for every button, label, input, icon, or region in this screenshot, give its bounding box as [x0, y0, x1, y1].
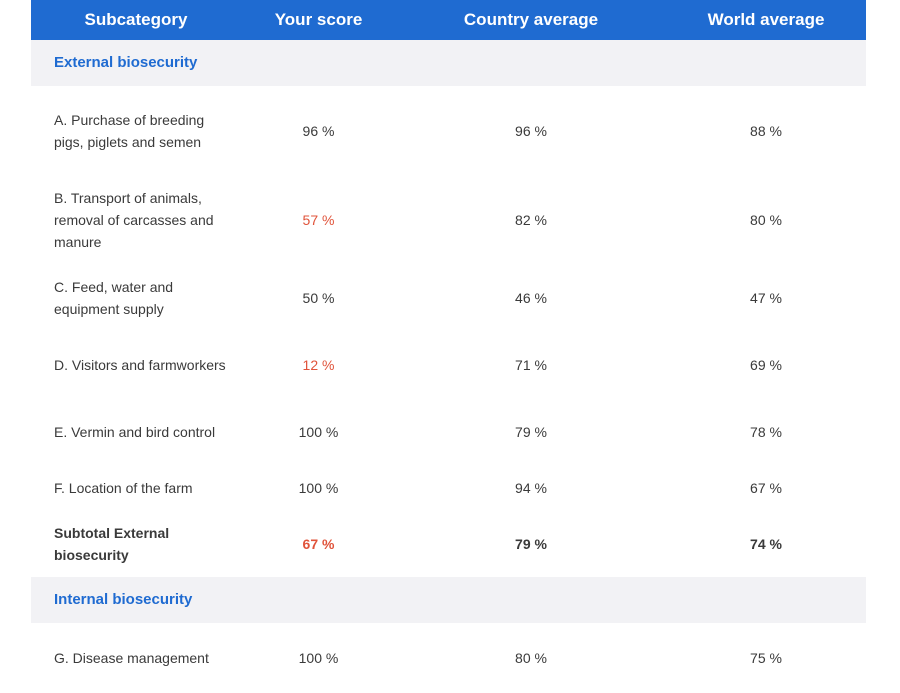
header-subcategory: Subcategory	[31, 0, 241, 40]
your-score-value: 12 %	[302, 356, 335, 373]
world-average-value: 67 %	[750, 480, 782, 496]
table-row: E. Vermin and bird control 100 % 79 % 78…	[31, 398, 866, 465]
your-score-value: 57 %	[302, 211, 335, 228]
header-world-average: World average	[666, 0, 866, 40]
world-average-value: 78 %	[750, 423, 782, 440]
subcategory-name: E. Vermin and bird control	[54, 423, 216, 440]
table-row: G. Disease management 100 % 80 % 75 %	[31, 623, 866, 693]
table-row: C. Feed, water and equipment supply 50 %…	[31, 264, 866, 331]
section-row-internal: Internal biosecurity	[31, 577, 866, 623]
subtotal-row: Subtotal External biosecurity 67 % 79 % …	[31, 511, 866, 577]
world-average-value: 75 %	[750, 650, 782, 666]
your-score-value: 96 %	[302, 122, 335, 139]
header-country-average: Country average	[396, 0, 666, 40]
subtotal-world-average: 74 %	[750, 536, 782, 552]
table-row: B. Transport of animals, removal of carc…	[31, 175, 866, 264]
subcategory-name: C. Feed, water and equipment supply	[54, 278, 174, 317]
table-header-row: Subcategory Your score Country average W…	[31, 0, 866, 40]
country-average-value: 80 %	[515, 650, 547, 666]
subcategory-name: B. Transport of animals, removal of carc…	[54, 189, 214, 250]
subcategory-name: G. Disease management	[54, 650, 209, 666]
world-average-value: 88 %	[750, 122, 782, 139]
world-average-value: 80 %	[750, 211, 782, 228]
subtotal-country-average: 79 %	[515, 536, 547, 552]
country-average-value: 82 %	[515, 211, 547, 228]
section-title: Internal biosecurity	[31, 577, 866, 623]
country-average-value: 71 %	[515, 356, 547, 373]
subtotal-name: Subtotal External biosecurity	[54, 525, 170, 563]
subcategory-name: A. Purchase of breeding pigs, piglets an…	[54, 111, 205, 150]
your-score-value: 50 %	[302, 289, 335, 306]
country-average-value: 79 %	[515, 423, 547, 440]
table-row: A. Purchase of breeding pigs, piglets an…	[31, 86, 866, 175]
subcategory-name: F. Location of the farm	[54, 480, 193, 496]
your-score-value: 100 %	[298, 423, 339, 440]
biosecurity-score-table: Subcategory Your score Country average W…	[31, 0, 866, 693]
subtotal-your-score: 67 %	[302, 536, 335, 552]
world-average-value: 69 %	[750, 356, 782, 373]
biosecurity-table-container: Subcategory Your score Country average W…	[31, 0, 866, 693]
table-row: F. Location of the farm 100 % 94 % 67 %	[31, 465, 866, 511]
subcategory-name: D. Visitors and farmworkers	[54, 356, 226, 373]
your-score-value: 100 %	[298, 650, 339, 666]
world-average-value: 47 %	[750, 289, 782, 306]
your-score-value: 100 %	[298, 480, 339, 496]
country-average-value: 46 %	[515, 289, 547, 306]
table-row: D. Visitors and farmworkers 12 % 71 % 69…	[31, 331, 866, 398]
header-your-score: Your score	[241, 0, 396, 40]
section-title: External biosecurity	[31, 40, 866, 86]
section-row-external: External biosecurity	[31, 40, 866, 86]
country-average-value: 94 %	[515, 480, 547, 496]
country-average-value: 96 %	[515, 122, 547, 139]
